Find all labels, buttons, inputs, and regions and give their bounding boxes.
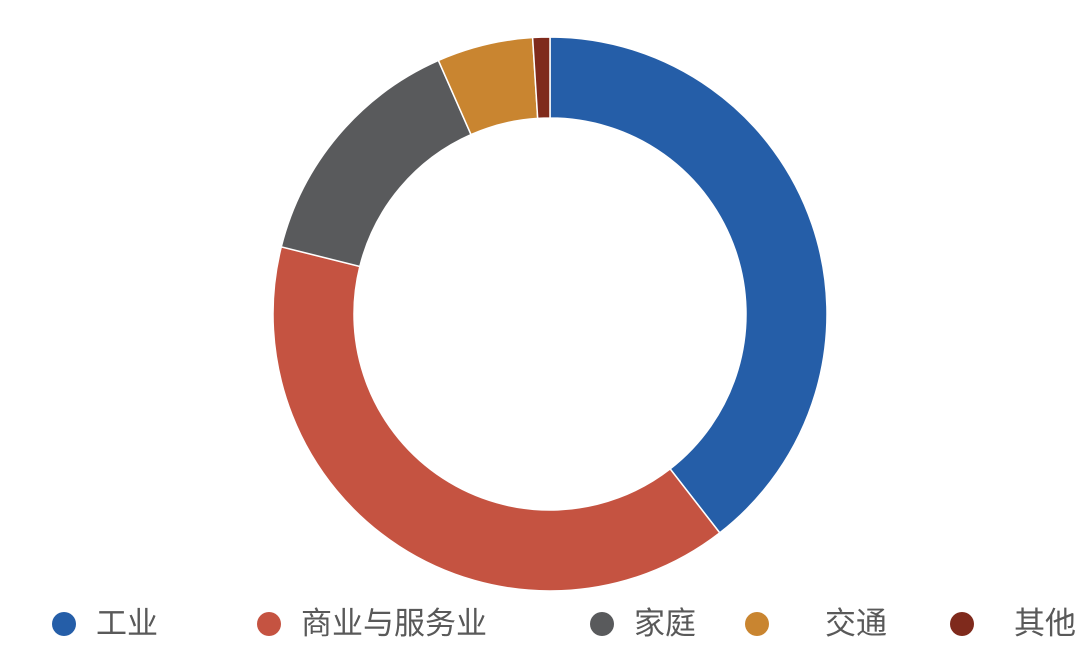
donut-slice-commerce-services (272, 245, 721, 592)
donut-slice-household (280, 59, 473, 268)
legend-item-transport: 交通 (745, 596, 887, 652)
legend-marker-transport (745, 612, 769, 636)
legend-item-household: 家庭 (590, 596, 696, 652)
legend-label-commerce-services: 商业与服务业 (301, 605, 487, 642)
legend-marker-commerce-services (257, 612, 281, 636)
legend-marker-other (950, 612, 974, 636)
legend-item-commerce-services: 商业与服务业 (257, 596, 487, 652)
legend-marker-household (590, 612, 614, 636)
legend-marker-gongye (52, 612, 76, 636)
donut-slice-other (531, 36, 551, 120)
legend-item-other: 其他 (950, 596, 1076, 652)
legend-label-other: 其他 (1014, 605, 1076, 642)
donut-slice-gongye (549, 36, 828, 534)
legend-label-transport: 交通 (825, 605, 887, 642)
chart-legend: 工业 商业与服务业 家庭 交通 其他 (0, 596, 1080, 652)
legend-label-gongye: 工业 (96, 605, 158, 642)
legend-item-gongye: 工业 (52, 596, 158, 652)
donut-slices (272, 36, 828, 592)
legend-label-household: 家庭 (634, 605, 696, 642)
